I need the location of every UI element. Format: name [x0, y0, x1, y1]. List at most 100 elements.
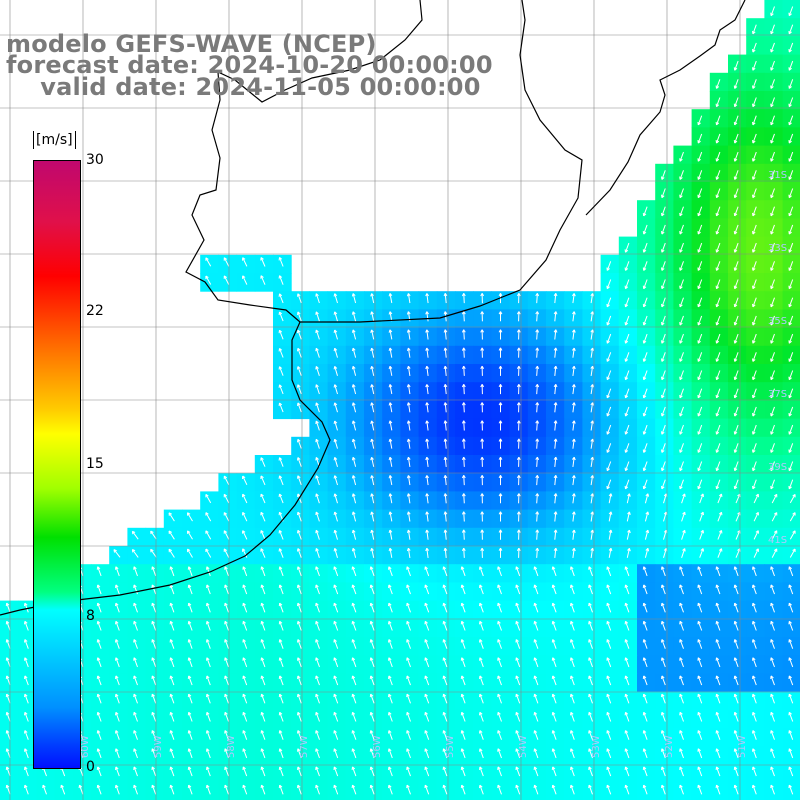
- wind-arrow: [42, 784, 47, 795]
- wind-arrow: [389, 311, 393, 322]
- wind-arrow: [426, 493, 429, 504]
- wind-arrow: [697, 730, 703, 740]
- wind-arrow: [24, 766, 29, 777]
- wind-arrow: [426, 293, 429, 304]
- wind-arrow: [515, 566, 521, 577]
- wind-arrow: [352, 621, 357, 631]
- wind-arrow-head: [716, 486, 720, 490]
- wind-arrow: [170, 730, 175, 740]
- wind-arrow: [697, 406, 703, 417]
- wind-arrow: [388, 657, 393, 668]
- wind-arrow: [734, 315, 739, 326]
- wind-arrow: [788, 297, 794, 308]
- wind-arrow: [697, 712, 703, 722]
- wind-arrow: [770, 657, 775, 668]
- wind-arrow: [752, 224, 757, 235]
- wind-arrow-head: [498, 547, 501, 551]
- wind-arrow: [370, 730, 375, 740]
- wind-arrow: [206, 621, 211, 631]
- wind-arrow: [444, 438, 447, 449]
- wind-arrow: [770, 566, 775, 577]
- wind-arrow-head: [679, 450, 683, 453]
- wind-arrow-head: [388, 457, 391, 461]
- wind-arrow: [424, 712, 430, 722]
- wind-arrow-head: [734, 268, 738, 271]
- wind-arrow-head: [608, 493, 612, 497]
- wind-arrow-head: [645, 493, 649, 497]
- wind-arrow-head: [370, 529, 373, 534]
- wind-arrow: [115, 766, 120, 777]
- wind-arrow: [463, 493, 465, 504]
- wind-arrow: [534, 784, 539, 795]
- lon-label: 54W: [518, 735, 529, 758]
- wind-arrow: [734, 693, 739, 704]
- wind-arrow: [661, 406, 666, 417]
- wind-arrow: [536, 311, 538, 322]
- wind-arrow: [115, 621, 120, 631]
- wind-arrow: [679, 621, 684, 631]
- wind-arrow-head: [572, 347, 575, 351]
- wind-arrow-head: [535, 293, 538, 297]
- wind-arrow-head: [535, 384, 538, 388]
- wind-arrow: [188, 566, 193, 577]
- wind-arrow: [279, 584, 284, 595]
- wind-arrow: [679, 279, 684, 289]
- wind-arrow: [389, 293, 393, 304]
- wind-arrow-head: [608, 529, 612, 533]
- wind-arrow: [625, 333, 630, 344]
- wind-arrow-head: [333, 402, 336, 406]
- wind-arrow: [716, 766, 721, 777]
- wind-arrow: [370, 675, 375, 686]
- wind-arrow: [297, 712, 302, 722]
- wind-arrow: [133, 712, 138, 722]
- wind-arrow: [297, 784, 302, 795]
- wind-arrow: [788, 188, 794, 198]
- wind-arrow: [406, 639, 411, 649]
- wind-arrow: [788, 261, 794, 271]
- wind-arrow: [716, 297, 721, 308]
- wind-arrow: [170, 712, 175, 722]
- wind-arrow: [388, 602, 393, 613]
- wind-arrow-head: [697, 195, 701, 199]
- wind-arrow-head: [461, 475, 465, 479]
- wind-arrow-head: [770, 177, 774, 180]
- wind-arrow: [752, 151, 757, 162]
- wind-arrow: [643, 766, 648, 777]
- wind-arrow: [625, 315, 630, 326]
- wind-arrow: [625, 784, 630, 795]
- wind-arrow-head: [679, 213, 683, 217]
- wind-arrow-head: [770, 377, 774, 381]
- wind-arrow-head: [752, 486, 756, 490]
- wind-arrow: [788, 621, 794, 631]
- wind-arrow-head: [333, 511, 336, 516]
- wind-arrow: [734, 279, 739, 289]
- wind-arrow: [788, 443, 794, 453]
- wind-arrow: [770, 279, 775, 289]
- wind-arrow: [554, 384, 557, 395]
- wind-arrow-head: [461, 311, 465, 315]
- wind-arrow: [133, 675, 138, 686]
- wind-arrow: [788, 370, 794, 380]
- wind-arrow: [352, 438, 357, 449]
- wind-arrow: [444, 384, 447, 395]
- wind-arrow: [279, 639, 284, 649]
- wind-arrow: [424, 766, 430, 777]
- wind-arrow: [788, 115, 794, 126]
- wind-arrow: [479, 657, 484, 668]
- wind-arrow: [625, 621, 630, 631]
- wind-arrow: [590, 347, 594, 358]
- wind-arrow: [770, 6, 775, 16]
- wind-arrow: [206, 639, 211, 649]
- wind-arrow: [279, 784, 284, 795]
- wind-arrow-head: [770, 304, 774, 308]
- wind-arrow: [188, 621, 193, 631]
- wind-arrow: [224, 584, 229, 595]
- wind-arrow: [716, 261, 721, 271]
- wind-arrow: [444, 420, 447, 431]
- wind-arrow: [443, 602, 448, 613]
- wind-arrow: [752, 621, 757, 631]
- wind-arrow-head: [643, 431, 647, 435]
- wind-arrow: [788, 424, 794, 435]
- wind-arrow: [370, 657, 375, 668]
- wind-arrow-head: [606, 413, 610, 417]
